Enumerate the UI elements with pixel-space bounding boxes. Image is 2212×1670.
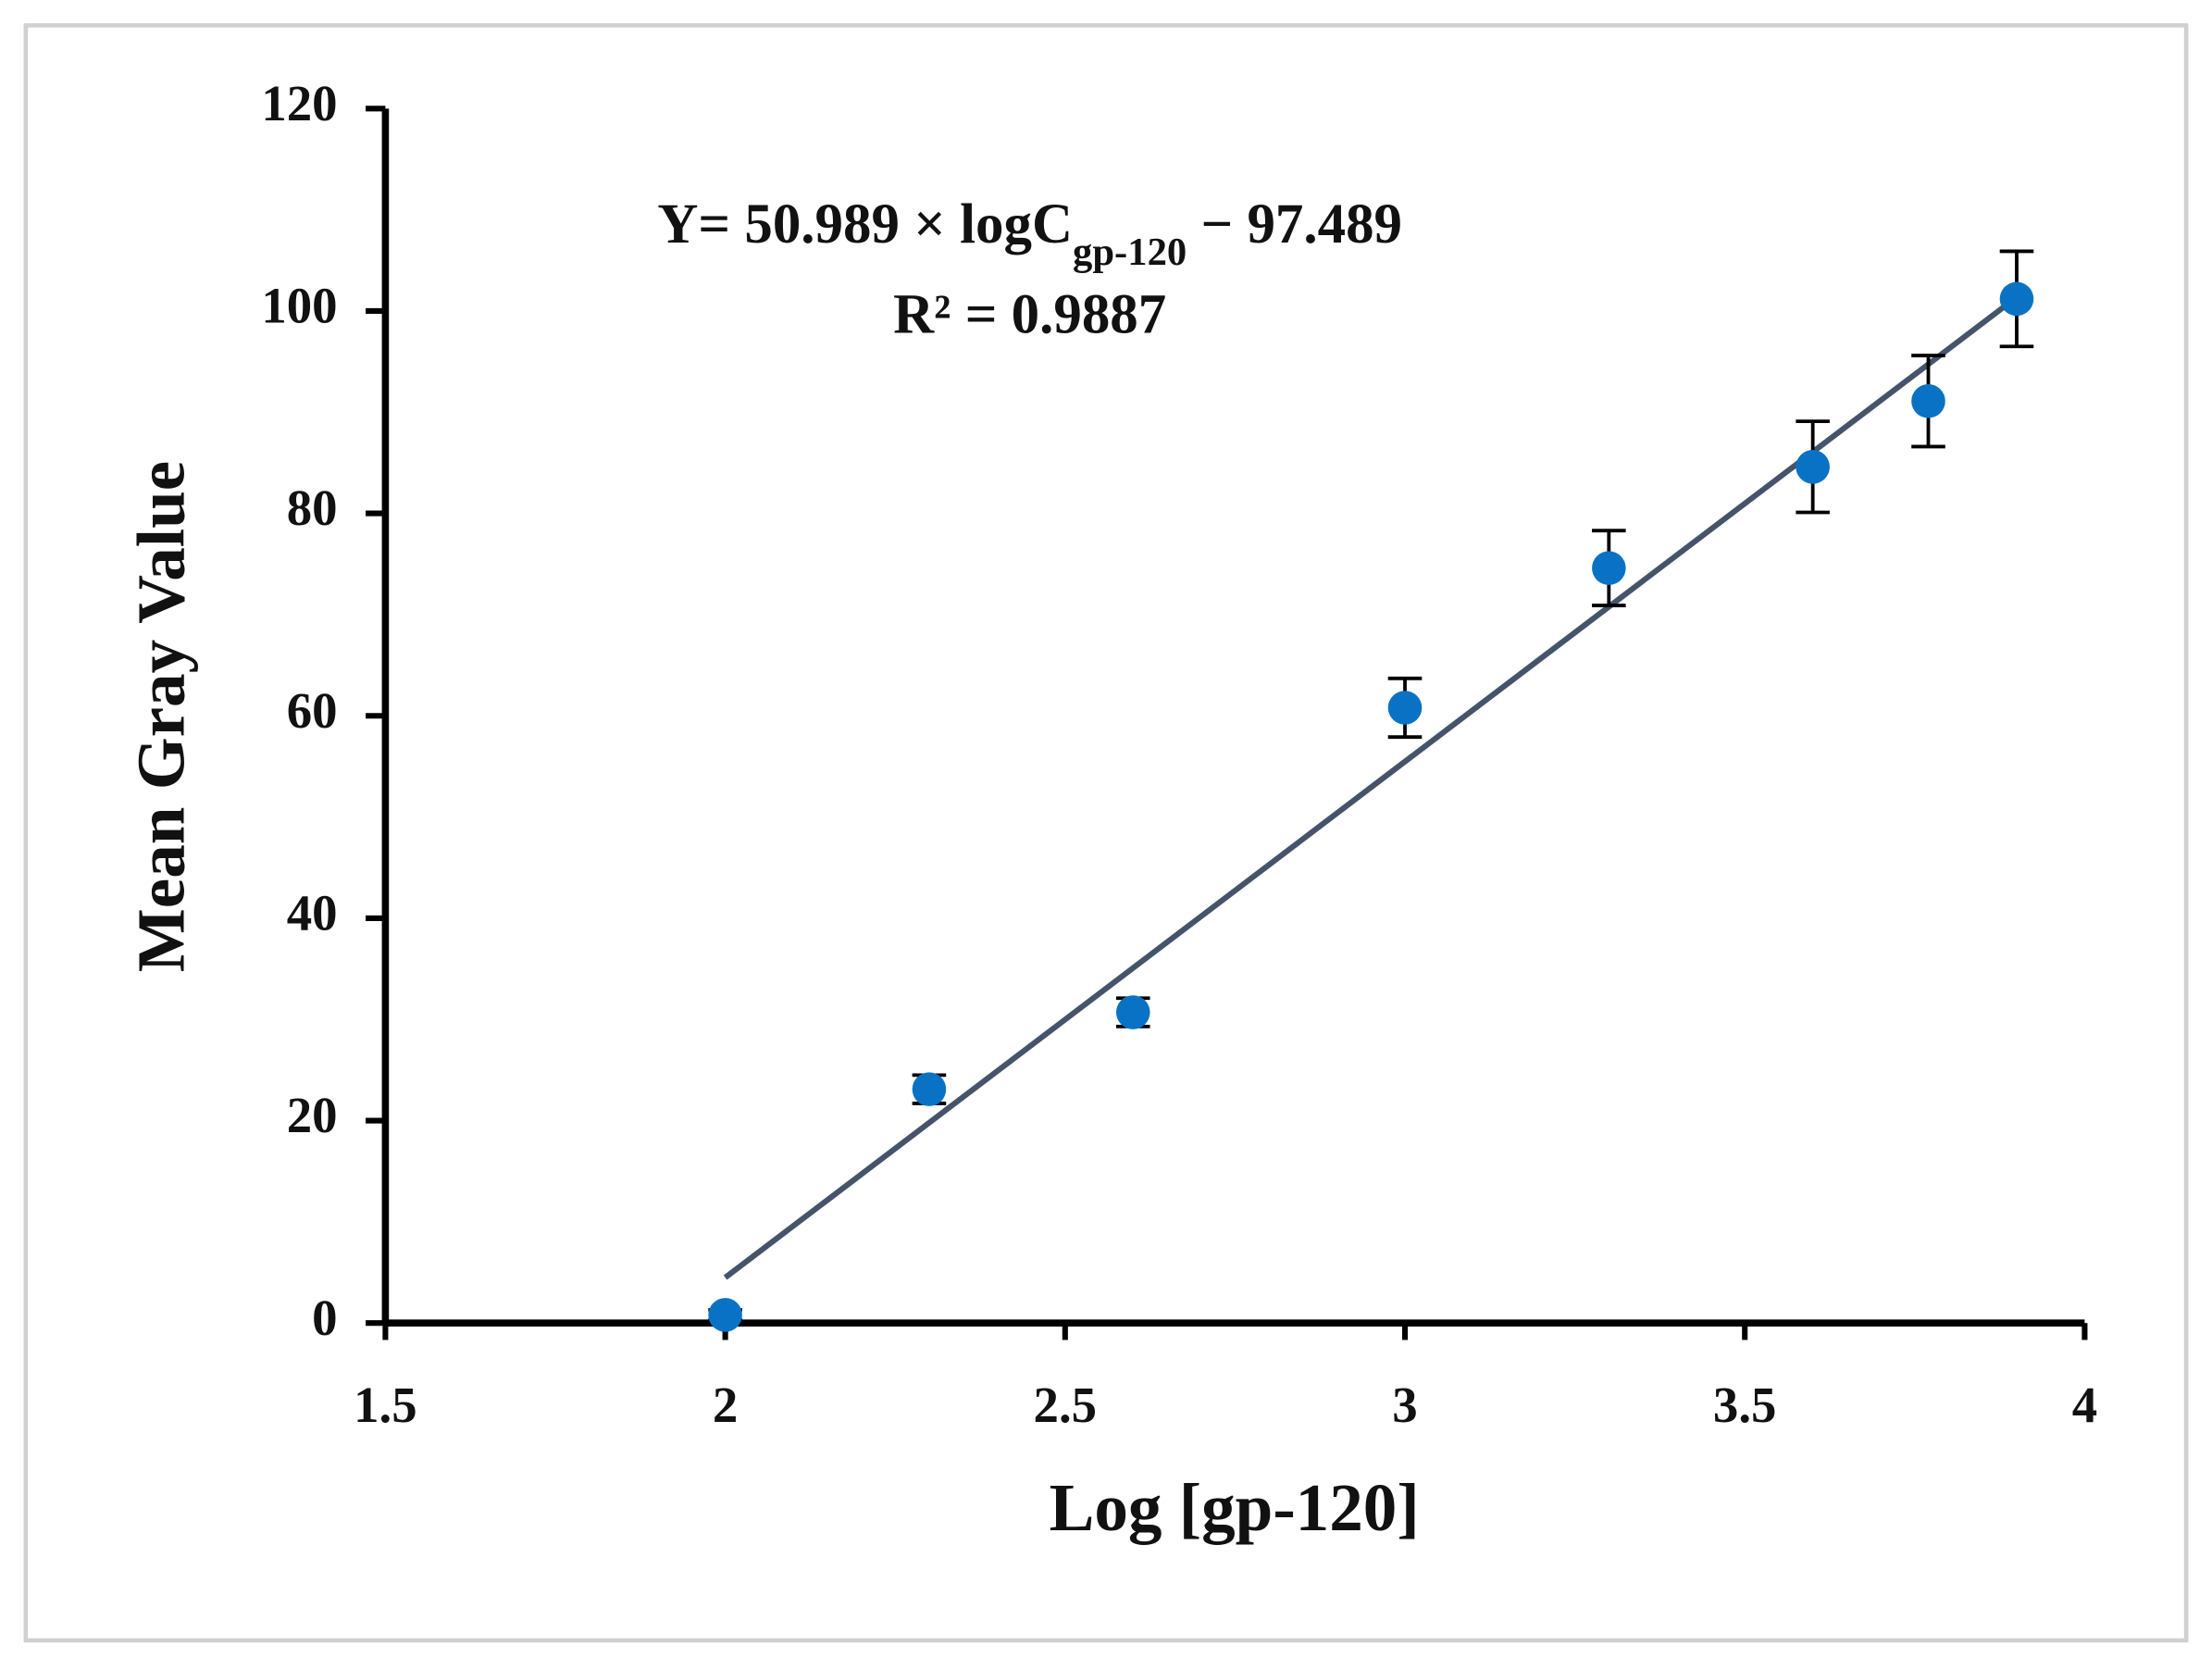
y-tick-label: 60 (287, 682, 338, 739)
data-point (708, 1298, 742, 1332)
data-point (1796, 450, 1830, 484)
y-axis-title: Mean Gray Value (124, 461, 199, 973)
y-tick-label: 20 (287, 1087, 338, 1143)
y-tick-label: 120 (261, 75, 337, 131)
x-tick-label: 2.5 (1034, 1377, 1098, 1433)
y-tick-label: 80 (287, 480, 338, 536)
x-axis-title: Log [gp-120] (1050, 1470, 1420, 1545)
r-squared: R² = 0.9887 (893, 284, 1166, 346)
equation-prefix: Y= 50.989 × logC (657, 193, 1073, 255)
data-point (1911, 383, 1945, 418)
data-point (1115, 995, 1150, 1029)
data-point (912, 1072, 947, 1106)
equation: Y= 50.989 × logCgp-120 − 97.489 (657, 193, 1402, 273)
equation-suffix: − 97.489 (1187, 193, 1402, 255)
x-tick-label: 2 (713, 1377, 738, 1433)
equation-subscript: gp-120 (1073, 231, 1187, 274)
data-point (1387, 691, 1423, 725)
y-tick-label: 0 (312, 1290, 337, 1346)
x-tick-label: 4 (2072, 1377, 2097, 1433)
y-tick-label: 40 (287, 884, 338, 941)
y-tick-label: 100 (261, 278, 337, 334)
x-tick-label: 3 (1392, 1377, 1417, 1433)
data-point (1999, 281, 2034, 317)
x-tick-label: 1.5 (354, 1377, 417, 1433)
data-point (1592, 551, 1626, 585)
x-tick-label: 3.5 (1713, 1377, 1777, 1433)
